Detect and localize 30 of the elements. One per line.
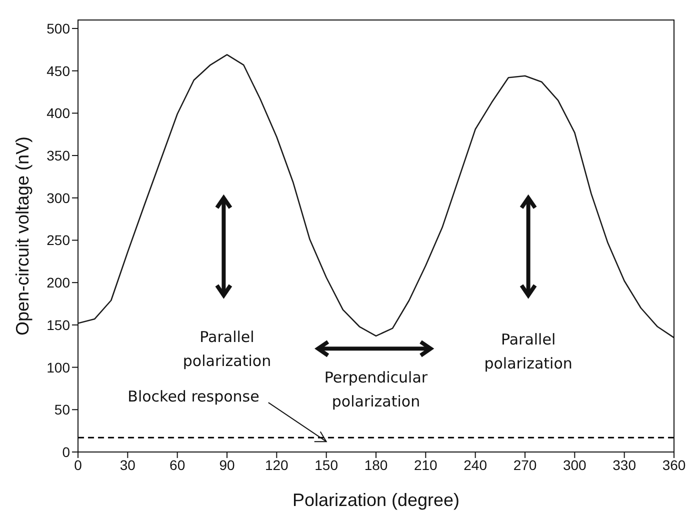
x-tick-label: 210: [414, 456, 438, 473]
x-tick-label: 270: [513, 456, 537, 473]
x-tick-label: 90: [219, 456, 235, 473]
annotation: Perpendicular polarization: [324, 368, 428, 411]
y-tick-label: 200: [46, 274, 70, 291]
x-axis-title: Polarization (degree): [292, 490, 460, 510]
y-tick-label: 250: [46, 232, 70, 248]
y-tick-label: 50: [54, 402, 70, 418]
annotation: Blocked response: [128, 388, 260, 406]
y-tick-label: 500: [46, 20, 70, 36]
x-tick-label: 0: [74, 456, 82, 473]
x-tick-label: 330: [612, 456, 636, 473]
y-axis-title: Open-circuit voltage (nV): [12, 136, 32, 336]
x-tick-label: 150: [314, 456, 338, 473]
y-tick-label: 150: [46, 316, 70, 333]
x-tick-label: 360: [662, 456, 686, 473]
y-tick-label: 100: [46, 359, 70, 376]
x-tick-label: 120: [264, 456, 289, 473]
y-tick-label: 300: [46, 190, 70, 206]
annotation: Parallel polarization: [182, 328, 272, 370]
x-tick-label: 30: [120, 456, 136, 473]
x-tick-label: 60: [170, 456, 186, 473]
y-tick-label: 400: [46, 105, 70, 122]
x-tick-label: 180: [364, 456, 388, 473]
x-tick-label: 300: [562, 456, 587, 473]
y-tick-label: 0: [62, 444, 70, 460]
annotation: Parallel polarization: [484, 330, 572, 372]
x-tick-label: 240: [464, 456, 488, 473]
y-tick-label: 350: [46, 148, 70, 164]
y-tick-label: 450: [46, 62, 70, 79]
